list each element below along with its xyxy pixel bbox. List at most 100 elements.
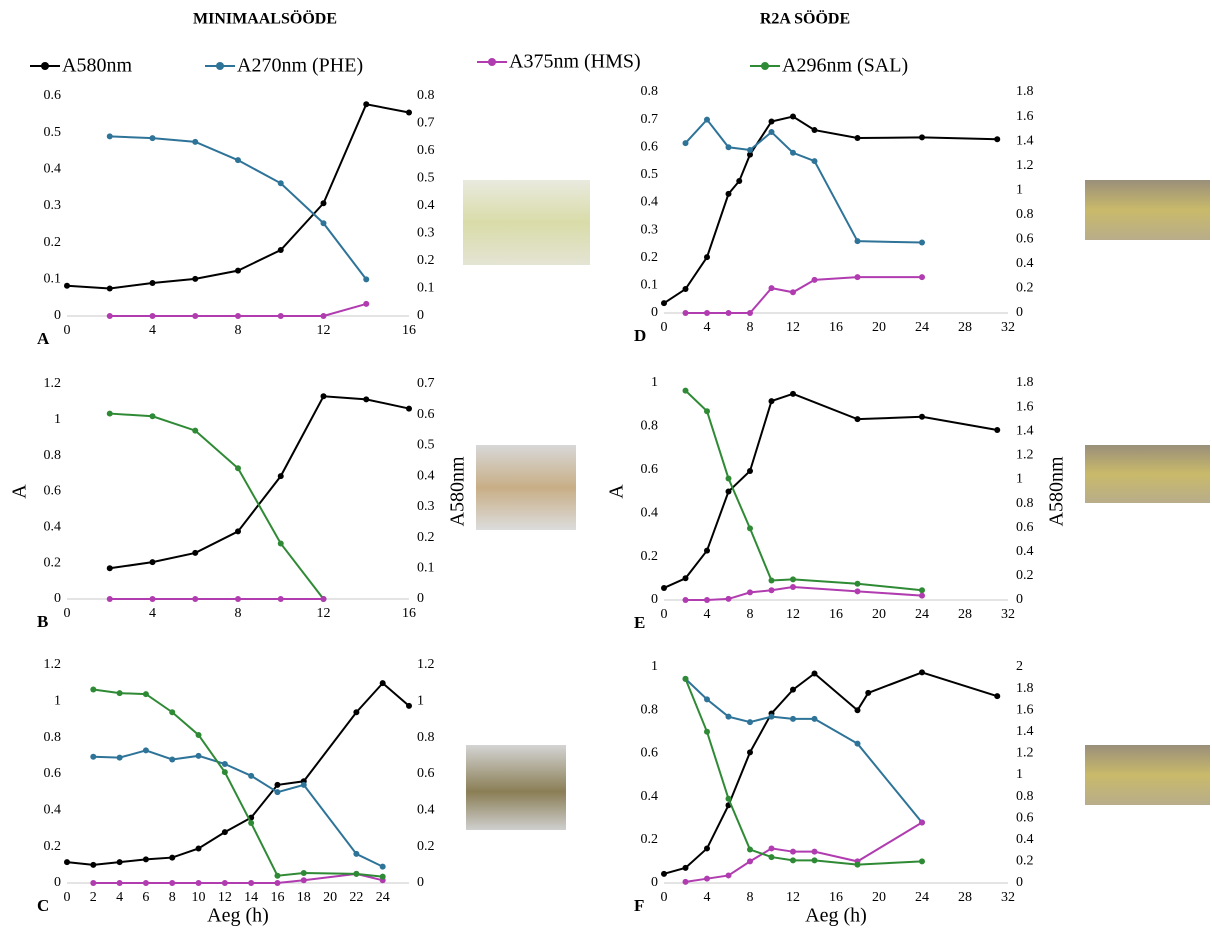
legend-swatch [41,62,49,70]
x-tick-label: 10 [192,890,206,905]
data-point [248,880,255,886]
column-title: MINIMAALSÖÖDE [193,10,337,28]
x-tick-label: 24 [915,607,929,622]
y2-axis-label: A580nm [447,456,469,526]
data-point [854,416,861,423]
x-tick-label: 8 [747,320,754,335]
x-tick-label: 0 [661,890,668,905]
data-point [725,310,732,316]
data-point [790,583,796,590]
data-point [682,575,689,582]
y-tick-label: 0.8 [641,702,659,717]
y-tick-label: 1 [651,375,658,390]
data-point [854,740,861,747]
data-point [747,846,753,853]
data-point [811,857,818,864]
y2-tick-label: 1.6 [1016,109,1034,124]
series-line [93,749,384,868]
data-point [790,113,796,120]
data-point [682,140,689,147]
data-point [221,761,228,768]
data-point [277,313,284,319]
data-point [994,693,1001,700]
data-point [682,286,689,293]
data-point [725,713,732,720]
y-tick-label: 0 [651,592,658,607]
y-tick-label: 0.3 [44,198,62,213]
data-point [169,880,176,886]
photo [463,180,590,265]
x-tick-label: 12 [786,607,800,622]
data-point [790,715,796,722]
legend-label: A580nm [62,55,132,77]
data-point [811,848,818,855]
data-point [192,596,199,602]
panel-label: E [634,613,645,632]
y2-tick-label: 1.4 [1016,133,1034,148]
data-point [277,473,284,480]
x-tick-label: 32 [1001,607,1015,622]
x-tick-label: 16 [402,323,416,338]
y2-tick-label: 0.2 [417,839,435,854]
x-tick-label: 0 [64,323,71,338]
x-tick-label: 14 [244,890,258,905]
y-tick-label: 0 [54,591,61,606]
data-point [919,669,925,676]
data-point [747,749,753,756]
series-line [685,276,922,314]
data-point [747,589,753,596]
data-point [106,410,113,417]
data-point [116,880,123,886]
x-tick-label: 12 [786,890,800,905]
data-point [747,858,753,865]
y-tick-label: 0.8 [641,419,659,434]
data-point [682,310,689,316]
x-tick-label: 16 [829,607,843,622]
y2-tick-label: 1.2 [1016,448,1034,463]
x-tick-label: 16 [829,320,843,335]
y-tick-label: 0 [651,875,658,890]
data-point [149,313,156,319]
data-point [682,597,689,603]
y-tick-label: 0 [54,308,61,323]
data-point [90,753,97,760]
series-line [93,688,383,878]
y-tick-label: 0.2 [641,250,659,265]
data-point [116,859,123,866]
data-point [768,845,775,852]
y2-tick-label: 1.2 [417,657,435,672]
x-tick-label: 4 [149,323,156,338]
series-line [684,678,923,824]
data-point [704,696,710,703]
data-point [811,715,818,722]
x-tick-label: 20 [872,607,886,622]
data-point [811,158,818,165]
data-point [64,282,70,289]
y2-tick-label: 0.2 [417,253,435,268]
y-axis-label: A [606,484,628,499]
data-point [235,267,241,274]
y-tick-label: 0.5 [641,167,659,182]
data-point [682,878,689,885]
y2-tick-label: 0.6 [417,766,435,781]
data-point [169,709,176,716]
y-tick-label: 0.2 [44,839,62,854]
y2-tick-label: 0.8 [1016,207,1034,222]
x-tick-label: 8 [235,606,242,621]
x-tick-label: 24 [915,890,929,905]
photo [476,445,576,530]
legend-label: A270nm (PHE) [237,55,363,77]
data-point [790,686,796,693]
data-point [142,856,149,863]
data-point [379,863,386,870]
y2-tick-label: 0.2 [1016,854,1034,869]
y2-tick-label: 1.6 [1016,399,1034,414]
data-point [277,540,284,547]
x-tick-label: 28 [958,607,972,622]
y2-tick-label: 1.8 [1016,375,1034,390]
x-tick-label: 24 [376,890,390,905]
data-point [747,147,753,154]
legend-swatch [488,58,496,66]
x-tick-label: 8 [169,890,176,905]
